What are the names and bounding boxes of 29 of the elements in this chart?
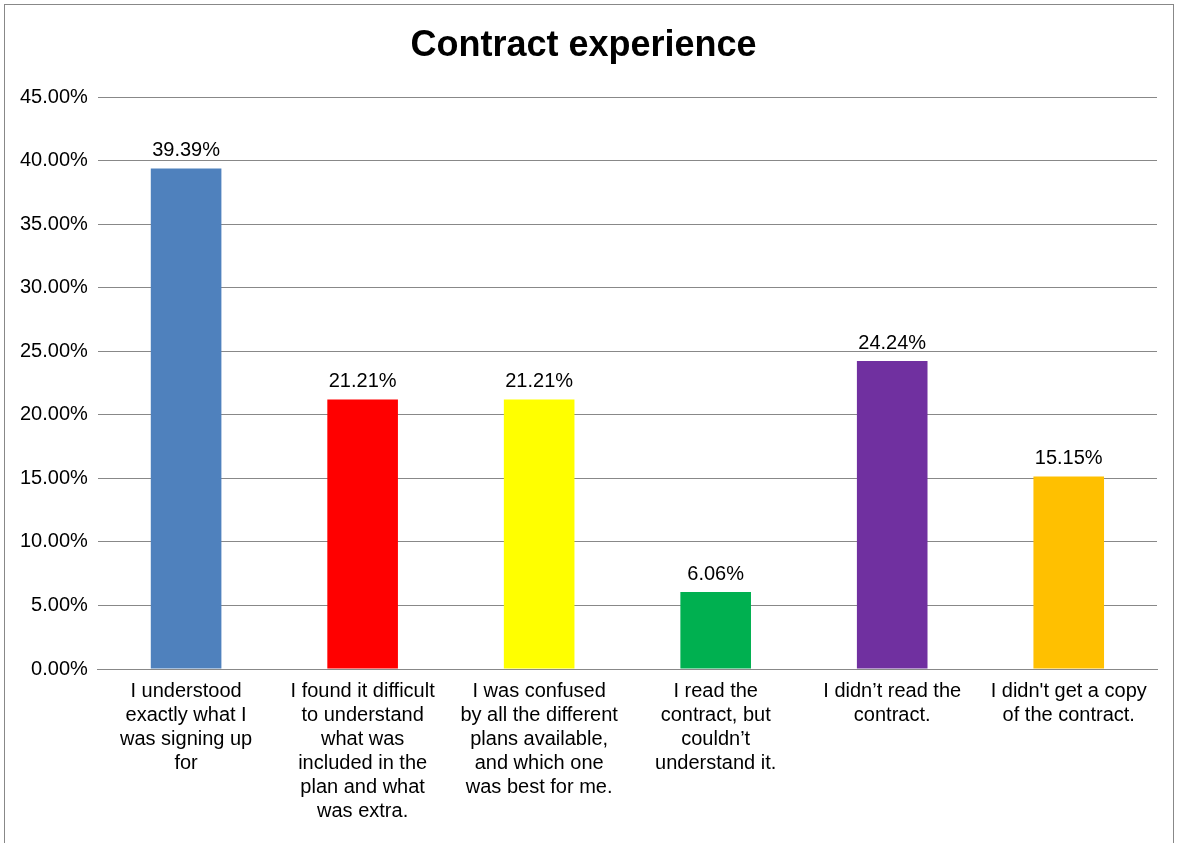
y-tick-label: 45.00% — [19, 84, 89, 107]
y-tick-label: 10.00% — [19, 529, 89, 552]
x-tick-label: I read the contract, but couldn’t understand it. — [655, 678, 777, 773]
bar — [856, 360, 928, 669]
x-tick-label: I found it difficult to understand what was included in the plan and what was extra. — [290, 678, 436, 821]
y-tick-label: 15.00% — [19, 465, 89, 488]
bar — [503, 399, 575, 669]
y-tick-label: 35.00% — [19, 211, 89, 234]
y-tick-label: 40.00% — [19, 148, 89, 171]
y-tick-label: 5.00% — [31, 592, 89, 615]
x-tick-label: I was confused by all the different plans available, and which one was best for me. — [460, 678, 619, 797]
x-tick-label: I understood exactly what I was signing up for — [118, 678, 253, 773]
x-tick-label: I didn't get a copy of the contract. — [990, 678, 1147, 725]
chart-title: Contract experience — [410, 22, 757, 64]
y-tick-label: 20.00% — [19, 402, 89, 425]
data-label: 6.06% — [687, 561, 745, 584]
data-label: 24.24% — [858, 330, 927, 353]
data-label: 39.39% — [152, 138, 221, 160]
data-label: 21.21% — [505, 369, 574, 392]
data-label: 21.21% — [328, 369, 397, 392]
bar — [1033, 476, 1105, 669]
y-tick-label: 30.00% — [19, 275, 89, 298]
bar — [680, 592, 751, 669]
y-tick-label: 25.00% — [19, 338, 89, 361]
bar — [327, 399, 398, 669]
data-label: 15.15% — [1034, 446, 1103, 469]
bar — [150, 168, 222, 669]
y-tick-label: 0.00% — [31, 656, 89, 679]
x-tick-label: I didn’t read the contract. — [823, 678, 962, 725]
